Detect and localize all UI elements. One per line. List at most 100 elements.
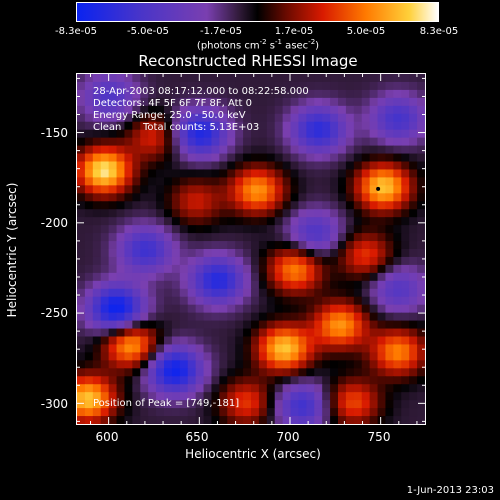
heatmap-cell	[385, 241, 394, 250]
heatmap-cell	[361, 97, 371, 107]
heatmap-cell	[353, 105, 363, 115]
heatmap-cell	[377, 74, 387, 83]
heatmap-cell	[409, 241, 418, 250]
heatmap-cell	[100, 336, 110, 346]
heatmap-cell	[266, 296, 276, 306]
heatmap-cell	[179, 185, 189, 194]
heatmap-cell	[401, 408, 410, 417]
heatmap-cell	[140, 233, 149, 242]
heatmap-cell	[409, 105, 418, 115]
heatmap-cell	[124, 336, 133, 346]
heatmap-cell	[140, 352, 149, 361]
heatmap-cell	[235, 416, 244, 424]
heatmap-cell	[243, 416, 252, 424]
colorbar	[76, 2, 439, 22]
heatmap-cell	[124, 384, 133, 393]
heatmap-cell	[274, 201, 284, 210]
heatmap-cell	[306, 376, 315, 385]
heatmap-cell	[219, 217, 228, 226]
heatmap-cell	[124, 320, 133, 330]
heatmap-cell	[353, 121, 363, 131]
heatmap-cell	[385, 408, 394, 417]
heatmap-cell	[330, 320, 339, 330]
heatmap-cell	[322, 217, 331, 226]
heatmap-cell	[116, 304, 126, 314]
heatmap-cell	[258, 193, 268, 202]
heatmap-cell	[219, 360, 228, 369]
heatmap-cell	[258, 233, 268, 242]
heatmap-cell	[417, 352, 425, 361]
heatmap-cell	[187, 344, 197, 353]
heatmap-cell	[385, 193, 394, 202]
heatmap-cell	[243, 97, 252, 107]
heatmap-cell	[314, 89, 323, 99]
heatmap-cell	[345, 153, 355, 163]
heatmap-cell	[179, 416, 189, 424]
heatmap-cell	[219, 121, 228, 131]
heatmap-cell	[401, 233, 410, 242]
heatmap-cell	[219, 352, 228, 361]
heatmap-cell	[361, 241, 371, 250]
heatmap-cell	[282, 169, 292, 178]
heatmap-cell	[84, 129, 94, 139]
heatmap-cell	[164, 416, 173, 424]
heatmap-cell	[377, 288, 387, 298]
heatmap-cell	[84, 97, 94, 107]
heatmap-cell	[108, 360, 118, 369]
heatmap-cell	[140, 81, 149, 91]
annotation-total-counts: Total counts: 5.13E+03	[143, 122, 260, 133]
heatmap-cell	[203, 296, 213, 306]
heatmap-cell	[187, 113, 197, 123]
heatmap-cell	[100, 256, 110, 266]
heatmap-cell	[322, 193, 331, 202]
heatmap-cell	[258, 304, 268, 314]
heatmap-cell	[132, 392, 141, 401]
heatmap-cell	[187, 89, 197, 99]
heatmap-cell	[187, 272, 197, 282]
heatmap-cell	[211, 288, 220, 298]
heatmap-cell	[211, 304, 220, 314]
heatmap-cell	[330, 416, 339, 424]
heatmap-cell	[345, 392, 355, 401]
heatmap-cell	[243, 288, 252, 298]
heatmap-cell	[100, 97, 110, 107]
heatmap-cell	[92, 400, 102, 409]
heatmap-cell	[219, 384, 228, 393]
heatmap-cell	[417, 328, 425, 338]
heatmap-cell	[401, 129, 410, 139]
heatmap-cell	[377, 193, 387, 202]
heatmap-cell	[243, 74, 252, 83]
heatmap-cell	[171, 264, 181, 274]
heatmap-cell	[258, 336, 268, 346]
heatmap-cell	[377, 328, 387, 338]
heatmap-cell	[258, 161, 268, 171]
heatmap-cell	[274, 233, 284, 242]
heatmap-cell	[116, 169, 126, 178]
heatmap-cell	[330, 392, 339, 401]
heatmap-cell	[322, 376, 331, 385]
heatmap-cell	[314, 344, 323, 353]
heatmap-cell	[171, 153, 181, 163]
heatmap-cell	[77, 89, 86, 99]
heatmap-cell	[195, 352, 205, 361]
heatmap-cell	[417, 217, 425, 226]
heatmap-cell	[290, 368, 300, 377]
heatmap-cell	[195, 408, 205, 417]
heatmap-cell	[140, 288, 149, 298]
heatmap-cell	[116, 113, 126, 123]
heatmap-cell	[92, 177, 102, 186]
heatmap-cell	[92, 201, 102, 210]
heatmap-cell	[345, 272, 355, 282]
heatmap-cell	[140, 296, 149, 306]
heatmap-cell	[203, 129, 213, 139]
heatmap-cell	[92, 97, 102, 107]
heatmap-cell	[322, 153, 331, 163]
heatmap-cell	[132, 169, 141, 178]
heatmap-cell	[369, 360, 379, 369]
heatmap-cell	[290, 217, 300, 226]
heatmap-cell	[77, 264, 86, 274]
heatmap-cell	[227, 288, 236, 298]
heatmap-cell	[132, 352, 141, 361]
heatmap-cell	[156, 408, 165, 417]
heatmap-cell	[140, 105, 149, 115]
